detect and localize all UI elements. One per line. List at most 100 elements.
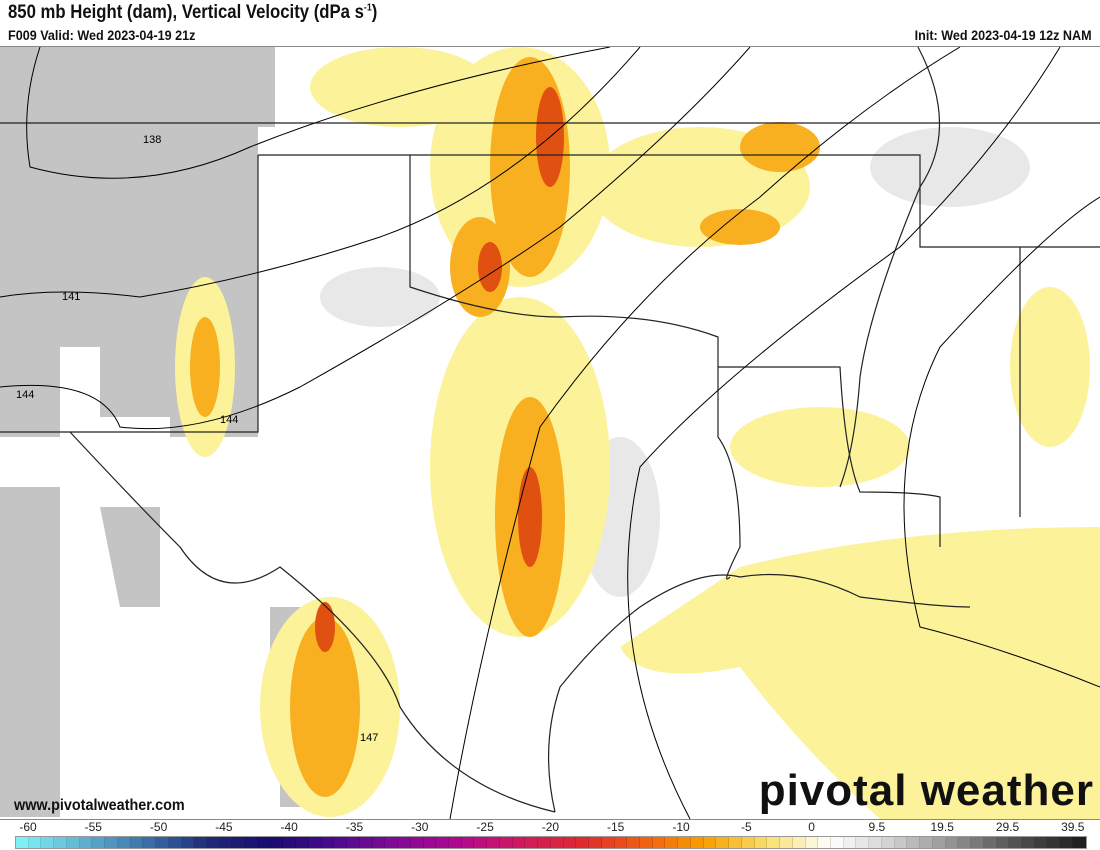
colorbar-cell — [958, 837, 972, 848]
colorbar-cell — [627, 837, 640, 848]
weather-map: 138 141 144 144 147 — [0, 46, 1100, 820]
colorbar-cell — [257, 837, 271, 848]
colorbar-cell — [512, 837, 526, 848]
colorbar-cell — [805, 837, 819, 848]
colorbar-cell — [194, 837, 208, 848]
colorbar-tick-label: -60 — [19, 820, 37, 834]
state-borders — [0, 47, 1100, 813]
colorbar-tick-label: -25 — [476, 820, 494, 834]
colorbar-cell — [690, 837, 704, 848]
colorbar-cell — [474, 837, 488, 848]
colorbar-cell — [601, 837, 615, 848]
pivotal-weather-logo: pivotal weather — [758, 766, 1094, 815]
colorbar — [15, 836, 1087, 849]
colorbar-cell — [410, 837, 424, 848]
colorbar-cell — [359, 837, 373, 848]
colorbar-cell — [869, 837, 882, 848]
colorbar-cell — [41, 837, 55, 848]
colorbar-cell — [1034, 837, 1048, 848]
colorbar-cell — [716, 837, 730, 848]
colorbar-cell — [398, 837, 411, 848]
colorbar-cell — [372, 837, 386, 848]
colorbar-cell — [920, 837, 933, 848]
colorbar-tick-label: -50 — [149, 820, 168, 834]
colorbar-cell — [703, 837, 717, 848]
colorbar-cell — [232, 837, 246, 848]
colorbar-cell — [1009, 837, 1023, 848]
colorbar-cell — [907, 837, 921, 848]
valid-time: F009 Valid: Wed 2023-04-19 21z — [8, 27, 196, 43]
colorbar-cell — [550, 837, 564, 848]
map-title: 850 mb Height (dam), Vertical Velocity (… — [8, 2, 378, 23]
colorbar-cell — [296, 837, 309, 848]
colorbar-cell — [881, 837, 895, 848]
colorbar-cell — [156, 837, 169, 848]
colorbar-cell — [843, 837, 857, 848]
colorbar-cell — [130, 837, 144, 848]
colorbar-tick-label: 9.5 — [868, 820, 886, 834]
colorbar-cell — [423, 837, 437, 848]
height-contours — [0, 47, 1100, 819]
colorbar-cell — [448, 837, 462, 848]
colorbar-cell — [283, 837, 297, 848]
colorbar-cell — [219, 837, 233, 848]
colorbar-cell — [983, 837, 997, 848]
colorbar-tick-label: 19.5 — [930, 820, 954, 834]
colorbar-cell — [321, 837, 335, 848]
colorbar-cell — [665, 837, 679, 848]
colorbar-cell — [754, 837, 768, 848]
colorbar-cell — [538, 837, 551, 848]
colorbar-tick-label: -35 — [345, 820, 364, 834]
colorbar-tick-label: -45 — [215, 820, 233, 834]
colorbar-cell — [270, 837, 284, 848]
colorbar-cell — [54, 837, 67, 848]
colorbar-cell — [563, 837, 577, 848]
colorbar-cell — [16, 837, 29, 848]
colorbar-cell — [945, 837, 959, 848]
colorbar-cell — [576, 837, 590, 848]
colorbar-cell — [818, 837, 831, 848]
colorbar-cell — [525, 837, 539, 848]
colorbar-cell — [66, 837, 80, 848]
upward-motion-red — [315, 87, 564, 652]
colorbar-cell — [1072, 837, 1086, 848]
colorbar-tick-label: -5 — [740, 820, 752, 834]
upward-motion-orange — [190, 57, 820, 797]
colorbar-cell — [1060, 837, 1073, 848]
colorbar-cell — [639, 837, 653, 848]
contour-label: 138 — [143, 134, 161, 146]
colorbar-tick-label: -15 — [607, 820, 625, 834]
colorbar-cell — [831, 837, 844, 848]
colorbar-cell — [79, 837, 93, 848]
colorbar-cell — [792, 837, 806, 848]
colorbar-cell — [28, 837, 42, 848]
colorbar-cell — [245, 837, 258, 848]
colorbar-cell — [385, 837, 399, 848]
colorbar-tick-label: -55 — [84, 820, 102, 834]
colorbar-cell — [1022, 837, 1035, 848]
colorbar-tick-label: 39.5 — [1061, 820, 1085, 834]
colorbar-cell — [92, 837, 106, 848]
colorbar-tick-label: -10 — [672, 820, 690, 834]
colorbar-cell — [780, 837, 793, 848]
colorbar-cell — [117, 837, 131, 848]
colorbar-cell — [105, 837, 118, 848]
colorbar-cell — [461, 837, 475, 848]
colorbar-cell — [143, 837, 157, 848]
colorbar-cell — [614, 837, 628, 848]
colorbar-cell — [499, 837, 513, 848]
colorbar-cell — [767, 837, 781, 848]
colorbar-cell — [932, 837, 946, 848]
colorbar-cell — [207, 837, 220, 848]
contour-labels: 138 141 144 144 147 — [16, 134, 378, 744]
contour-label: 141 — [62, 291, 80, 303]
colorbar-cell — [168, 837, 182, 848]
colorbar-cell — [308, 837, 322, 848]
colorbar-cell — [729, 837, 742, 848]
colorbar-tick-label: 29.5 — [995, 820, 1020, 834]
colorbar-tick-label: -40 — [280, 820, 298, 834]
colorbar-cell — [487, 837, 500, 848]
colorbar-cell — [1047, 837, 1061, 848]
contour-label: 144 — [220, 414, 238, 426]
colorbar-tick-label: 0 — [808, 820, 815, 834]
